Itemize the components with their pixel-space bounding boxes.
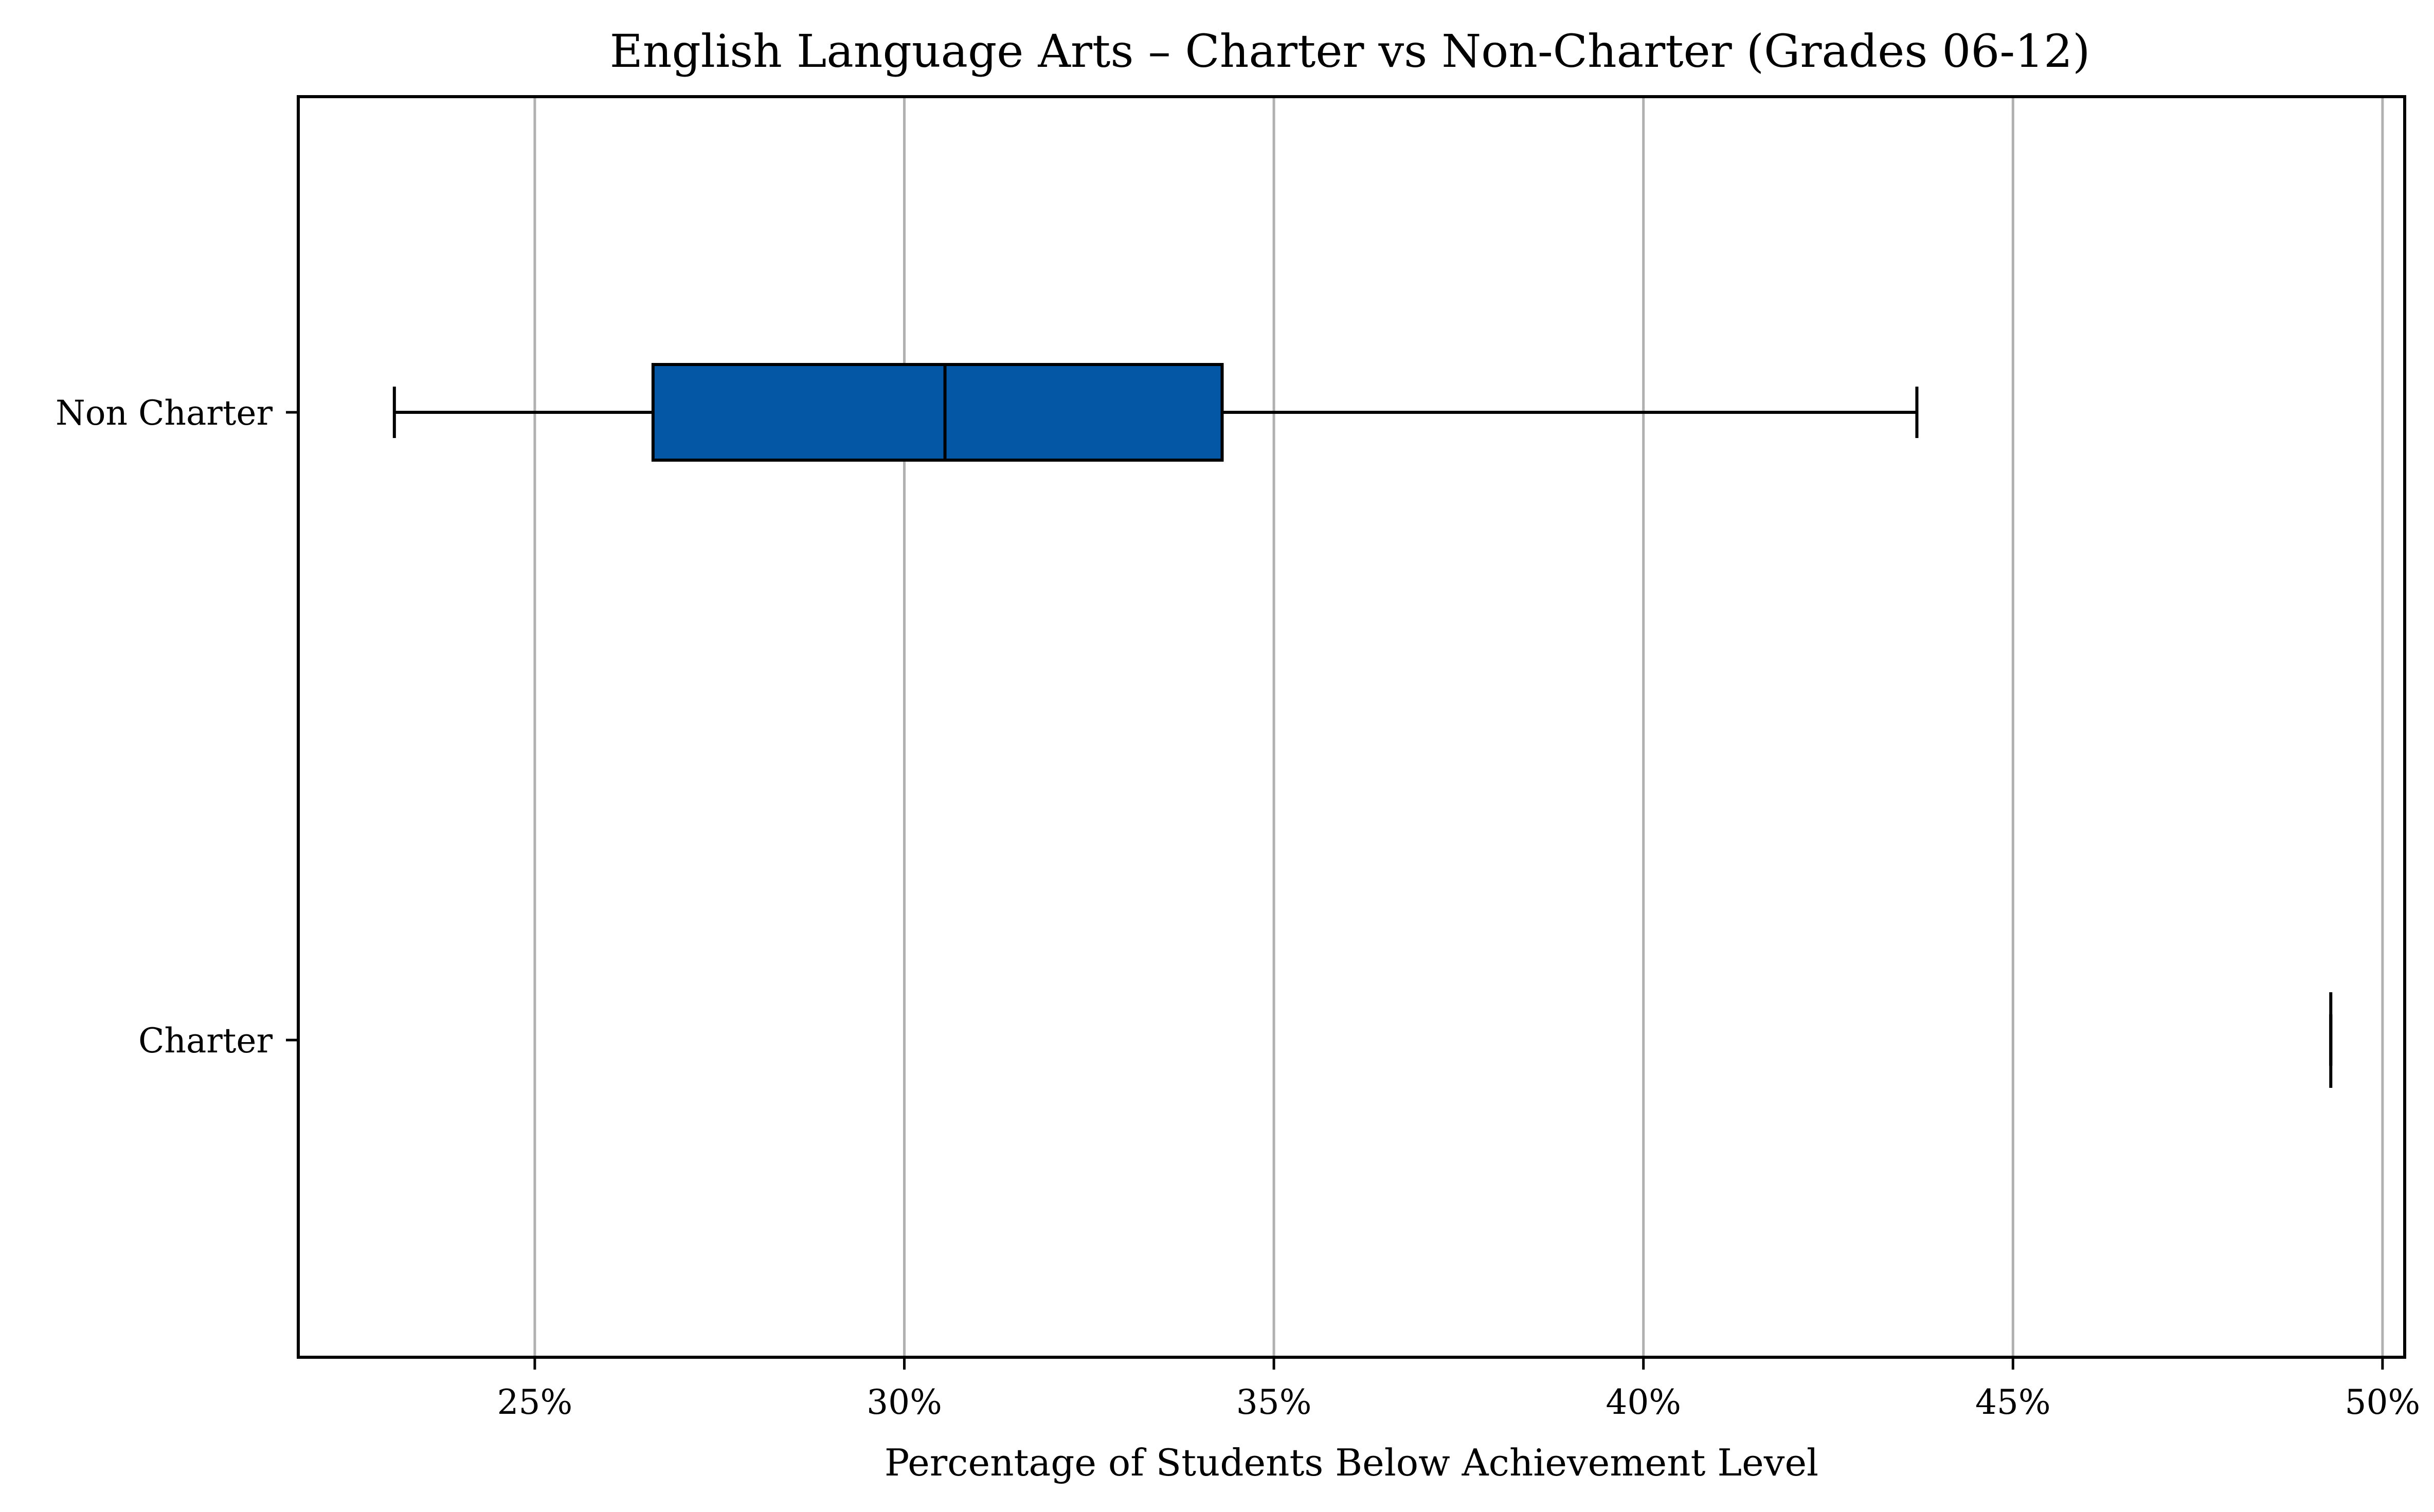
- x-tick-label-30: 30%: [867, 1382, 942, 1422]
- box-iqr-0: [651, 363, 1224, 462]
- box-group-0: [392, 363, 1919, 462]
- plot-marks: [392, 363, 2333, 1088]
- x-tick-label-25: 25%: [497, 1382, 573, 1422]
- chart-title: English Language Arts – Charter vs Non-C…: [610, 25, 2090, 78]
- plot-frame: [297, 95, 2406, 1359]
- y-tick-label-1: Charter: [138, 1021, 273, 1061]
- x-tick-label-50: 50%: [2345, 1382, 2421, 1422]
- x-tick-label-35: 35%: [1236, 1382, 1312, 1422]
- x-axis-label: Percentage of Students Below Achievement…: [885, 1441, 1818, 1484]
- x-tick-label-40: 40%: [1606, 1382, 1681, 1422]
- axes: 25% 30% 35% 40% 45% 50% Non Charter Charter: [56, 393, 2420, 1422]
- x-tick-label-45: 45%: [1975, 1382, 2051, 1422]
- grid-lines: [533, 97, 2384, 1357]
- y-tick-label-0: Non Charter: [56, 393, 273, 433]
